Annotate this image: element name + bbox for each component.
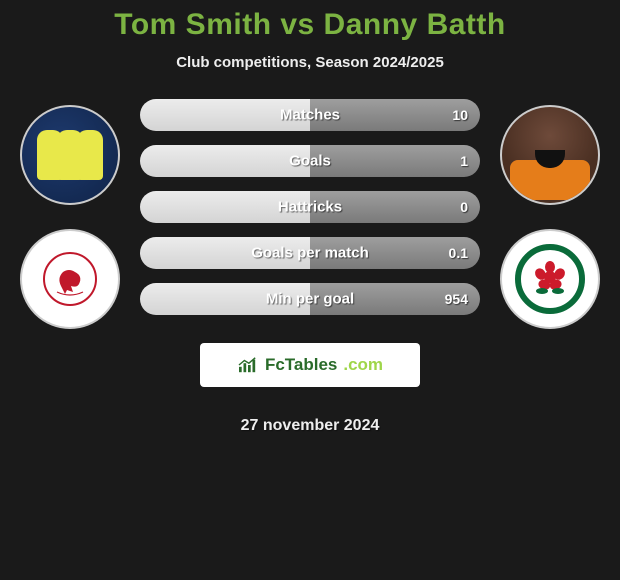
stat-value-right: 954 <box>445 291 468 307</box>
player-left-club-crest <box>20 229 120 329</box>
stat-bar: Goals 1 <box>140 145 480 177</box>
stat-bar: Matches 10 <box>140 99 480 131</box>
player-right-club-crest <box>500 229 600 329</box>
stat-label: Matches <box>280 107 340 124</box>
player-right-column <box>500 99 600 329</box>
page-title: Tom Smith vs Danny Batth <box>0 8 620 42</box>
lion-crest-icon <box>40 249 100 309</box>
stat-value-right: 10 <box>452 107 468 123</box>
rose-crest-icon <box>515 244 585 314</box>
brand-name: FcTables <box>265 355 337 375</box>
stat-bar: Min per goal 954 <box>140 283 480 315</box>
stat-bar: Goals per match 0.1 <box>140 237 480 269</box>
player-left-column <box>20 99 120 329</box>
brand-suffix: .com <box>343 355 383 375</box>
player-right-avatar <box>500 105 600 205</box>
stat-label: Goals <box>289 153 331 170</box>
stat-value-right: 0 <box>460 199 468 215</box>
comparison-date: 27 november 2024 <box>241 417 380 435</box>
stat-label: Min per goal <box>266 291 354 308</box>
brand-badge[interactable]: FcTables .com <box>200 343 420 387</box>
stats-column: Matches 10 Goals 1 Hattricks 0 Goals per match… <box>140 99 480 435</box>
page-subtitle: Club competitions, Season 2024/2025 <box>0 54 620 71</box>
comparison-row: Matches 10 Goals 1 Hattricks 0 Goals per match… <box>0 99 620 435</box>
player-left-avatar <box>20 105 120 205</box>
stat-bar-left-fill <box>140 145 310 177</box>
stat-label: Goals per match <box>251 245 369 262</box>
stat-value-right: 1 <box>460 153 468 169</box>
stat-bar-right-fill <box>310 145 480 177</box>
chart-icon <box>237 356 259 374</box>
stat-value-right: 0.1 <box>449 245 468 261</box>
stat-bar: Hattricks 0 <box>140 191 480 223</box>
stat-label: Hattricks <box>278 199 342 216</box>
